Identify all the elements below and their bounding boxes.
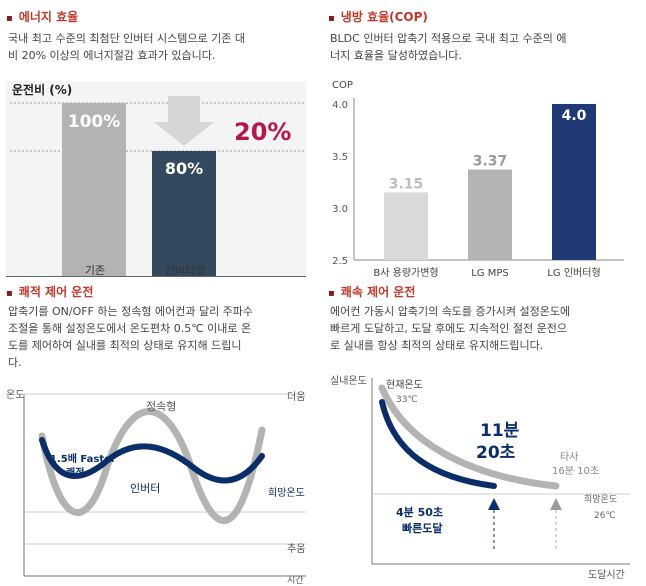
cop-bar [384, 192, 428, 260]
energy-bar-inverter [152, 151, 216, 276]
cop-category-label: LG MPS [471, 268, 509, 279]
comfort-setpoint-label: 희망온도 [268, 487, 305, 499]
rapid-target-temp: 26℃ [594, 511, 616, 521]
rapid-series-other [378, 384, 560, 490]
cop-tick-label: 3.0 [332, 204, 348, 215]
comfort-desc: 압축기를 ON/OFF 하는 정속형 에어컨과 달리 주파수 조절을 통해 설정온… [8, 305, 254, 369]
rapid-other-time-1: 타사 [560, 451, 578, 463]
comfort-chart: 온도 더움 추움 시간 정속형 인버터 희망온도 1.5배 Faster 쾌적 [6, 389, 306, 586]
bullet-icon: ▪ [6, 13, 13, 24]
cop-tick-label: 3.5 [332, 152, 348, 163]
cop-value-label: 3.37 [473, 154, 508, 170]
cop-chart: COP 2.5 3.0 3.5 4.0 3.15 B사 용량가변형 3.37 LG MPS 4… [332, 80, 624, 279]
cop-bar [552, 104, 596, 260]
cop-desc: BLDC 인버터 압축기 적용으로 국내 최고 수준의 에 너지 효율을 달성하였… [330, 32, 567, 62]
rapid-saving-1: 11분 [480, 421, 520, 441]
bullet-icon: ▪ [328, 288, 335, 299]
rapid-xlabel: 도달시간 [588, 569, 625, 581]
rapid-saving-2: 20초 [476, 443, 516, 463]
energy-title: ▪ 에너지 효율 [6, 10, 79, 24]
down-arrow-icon [154, 96, 214, 146]
rapid-ylabel: 실내온도 [330, 375, 367, 387]
rapid-lg-time-1: 4분 50초 [396, 506, 443, 519]
comfort-xlabel: 시간 [287, 575, 304, 586]
rapid-chart: 실내온도 도달시간 현재온도 33℃ 희망온도 26℃ 4분 50초 빠른도달 … [330, 375, 630, 581]
comfort-cold: 추움 [287, 543, 305, 555]
arrow-up-icon [488, 498, 500, 510]
bullet-icon: ▪ [6, 288, 13, 299]
cop-category-label: LG 인버터형 [547, 267, 600, 279]
rapid-lg-time-2: 빠른도달 [402, 521, 442, 535]
cop-bar [468, 169, 512, 260]
rapid-series-lg [379, 399, 497, 489]
rapid-title: ▪ 쾌속 제어 운전 [328, 285, 416, 299]
cop-category-label: B사 용량가변형 [373, 267, 438, 279]
comfort-ylabel: 온도 [6, 389, 24, 401]
energy-saving-annotation: 20% [234, 118, 291, 146]
comfort-series-fixed [38, 408, 266, 525]
cop-ylabel: COP [332, 80, 353, 91]
comfort-title: ▪ 쾌적 제어 운전 [6, 285, 94, 299]
arrow-up-icon [550, 498, 562, 510]
rapid-start-label: 현재온도 [386, 379, 423, 391]
bullet-icon: ▪ [328, 13, 335, 24]
rapid-target-label: 희망온도 [584, 493, 617, 505]
energy-value-existing: 100% [68, 112, 121, 132]
energy-cat-existing: 기존 [84, 264, 106, 277]
comfort-series-fixed-label: 정속형 [146, 400, 176, 413]
comfort-series-inverter [39, 437, 265, 484]
cop-title: ▪ 냉방 효율(COP) [328, 10, 428, 24]
comfort-hot: 더움 [287, 391, 305, 403]
energy-chart: 운전비 (%) 100% 80% 20% [6, 81, 306, 276]
energy-bar-existing [62, 103, 126, 276]
cop-tick-label: 4.0 [332, 100, 348, 111]
rapid-start-temp: 33℃ [396, 395, 418, 405]
comfort-note-1: 1.5배 Faster [50, 452, 116, 465]
energy-ylabel: 운전비 (%) [12, 82, 72, 97]
cop-value-label: 3.15 [389, 176, 424, 192]
cop-tick-label: 2.5 [332, 256, 348, 267]
rapid-desc: 에어컨 가동시 압축기의 속도를 증가시켜 설정온도에 빠르게 도달하고, 도달 … [330, 305, 571, 352]
comfort-series-inverter-label: 인버터 [130, 482, 160, 495]
energy-cat-inverter: 인버터형 [164, 264, 206, 277]
rapid-other-time-2: 16분 10초 [552, 465, 599, 477]
cop-value-label: 4.0 [562, 108, 587, 124]
comfort-note-2: 쾌적 [66, 466, 84, 479]
energy-value-inverter: 80% [165, 159, 203, 178]
